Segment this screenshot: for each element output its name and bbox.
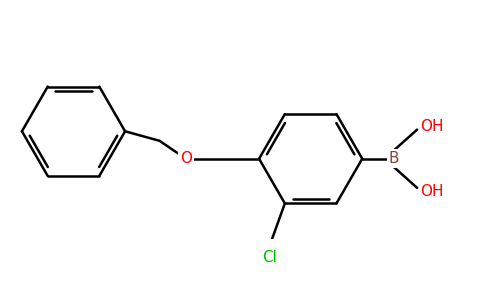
- Text: O: O: [180, 151, 192, 166]
- Text: OH: OH: [421, 119, 444, 134]
- Text: OH: OH: [421, 184, 444, 199]
- Text: Cl: Cl: [262, 250, 277, 265]
- Text: B: B: [389, 151, 399, 166]
